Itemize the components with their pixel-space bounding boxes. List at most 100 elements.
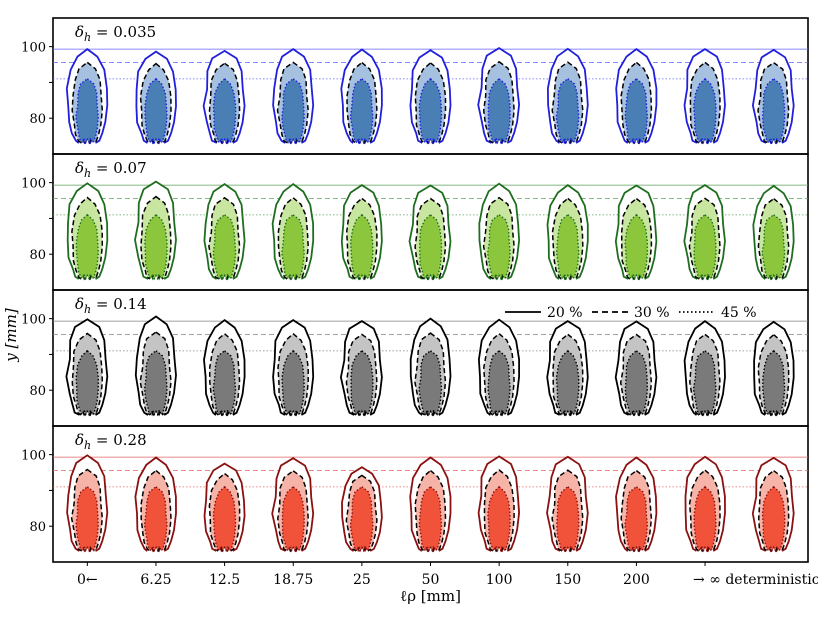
panel-1: 80 100 δh = 0.035 — [21, 17, 809, 155]
contour-45pct — [350, 349, 374, 417]
contour-45pct — [555, 77, 580, 145]
contour-45pct — [692, 349, 717, 417]
contour-4 — [272, 48, 315, 145]
y-tick-label: 100 — [21, 41, 46, 56]
panels-group: 80 100 δh = 0.035 80 100 δh = 0.07 80 100 δh = 0… — [21, 17, 809, 563]
contour-45pct — [281, 77, 305, 145]
contour-3 — [203, 318, 246, 417]
contour-45pct — [349, 213, 374, 281]
contour-45pct — [555, 349, 580, 417]
panel-label: δh = 0.14 — [75, 295, 147, 316]
contour-3 — [203, 183, 246, 281]
contour-45pct — [418, 213, 443, 281]
contour-45pct — [624, 349, 649, 417]
contour-6 — [409, 456, 452, 553]
contour-45pct — [555, 213, 580, 281]
contour-45pct — [75, 349, 99, 417]
contour-45pct — [487, 349, 511, 417]
contour-45pct — [761, 213, 786, 281]
contour-45pct — [143, 349, 168, 417]
x-tick-label: 0← — [77, 572, 98, 588]
contour-11 — [751, 48, 795, 145]
x-tick-label: 200 — [623, 572, 650, 588]
contour-3 — [203, 462, 246, 553]
contour-9 — [615, 456, 658, 553]
contour-45pct — [281, 349, 305, 417]
contour-8 — [546, 455, 589, 553]
contour-45pct — [693, 213, 717, 281]
x-tick-label: 25 — [353, 572, 371, 588]
panel-label: δh = 0.28 — [75, 431, 147, 452]
y-tick-label: 100 — [21, 177, 46, 192]
y-tick-label: 80 — [29, 112, 46, 127]
contour-8 — [546, 320, 589, 417]
contour-45pct — [75, 485, 100, 553]
x-tick-label: → ∞ deterministic — [693, 572, 818, 588]
contour-2 — [135, 50, 177, 145]
panel-label: δh = 0.07 — [75, 159, 147, 180]
contour-6 — [409, 317, 452, 417]
contour-1 — [66, 454, 109, 553]
contour-45pct — [212, 77, 237, 145]
y-tick-label: 100 — [21, 449, 46, 464]
panel-3: 80 100 δh = 0.14 — [21, 289, 809, 427]
contour-10 — [684, 455, 726, 553]
contour-4 — [271, 457, 315, 553]
contour-45pct — [212, 213, 237, 281]
y-tick-label: 100 — [21, 313, 46, 328]
contour-5 — [341, 466, 383, 553]
contour-45pct — [487, 77, 511, 145]
contour-7 — [478, 182, 521, 281]
contour-45pct — [556, 485, 580, 553]
x-tick-labels: 0← 6.25 12.5 18.75 25 50 100 150 200 → ∞ determin… — [77, 562, 818, 588]
contour-6 — [408, 184, 452, 281]
x-tick-label: 100 — [486, 572, 513, 588]
contour-10 — [683, 184, 726, 281]
contour-45pct — [693, 485, 717, 553]
contour-11 — [752, 184, 795, 281]
contour-8 — [546, 183, 589, 281]
contour-45pct — [281, 213, 305, 281]
contour-45pct — [624, 485, 649, 553]
contour-2 — [134, 456, 177, 553]
contour-9 — [614, 184, 658, 281]
contour-45pct — [624, 213, 649, 281]
contour-45pct — [486, 213, 511, 281]
contour-5 — [339, 320, 383, 417]
contour-3 — [202, 49, 246, 145]
y-tick-label: 80 — [29, 384, 46, 399]
contour-5 — [340, 184, 383, 281]
panel-label: δh = 0.035 — [75, 23, 156, 44]
contour-2 — [134, 180, 177, 281]
contour-10 — [683, 319, 726, 417]
contour-1 — [66, 182, 109, 281]
contour-4 — [272, 319, 315, 417]
panel-2: 80 100 δh = 0.07 — [21, 153, 809, 291]
contour-11 — [753, 320, 795, 417]
contour-45pct — [75, 213, 100, 281]
contour-45pct — [144, 213, 168, 281]
contour-4 — [271, 182, 315, 281]
contour-45pct — [418, 485, 443, 553]
contour-45pct — [761, 485, 786, 553]
y-axis-label: y [mm] — [2, 308, 20, 363]
contour-45pct — [212, 485, 237, 553]
contour-45pct — [349, 485, 374, 553]
legend-label: 45 % — [721, 305, 757, 321]
contour-9 — [614, 320, 658, 417]
y-tick-label: 80 — [29, 248, 46, 263]
contour-45pct — [692, 77, 717, 145]
contour-45pct — [761, 77, 786, 145]
legend-label: 30 % — [634, 305, 670, 321]
x-axis-label: ℓρ [mm] — [400, 587, 461, 605]
contour-1 — [65, 47, 109, 145]
contour-45pct — [762, 349, 786, 417]
x-tick-label: 18.75 — [273, 572, 313, 588]
contour-6 — [409, 49, 452, 145]
contour-11 — [751, 456, 795, 553]
legend-label: 20 % — [547, 305, 583, 321]
contour-7 — [477, 455, 521, 553]
legend: 20 % 30 % 45 % — [505, 305, 757, 321]
contour-2 — [134, 315, 177, 417]
contour-45pct — [487, 485, 511, 553]
